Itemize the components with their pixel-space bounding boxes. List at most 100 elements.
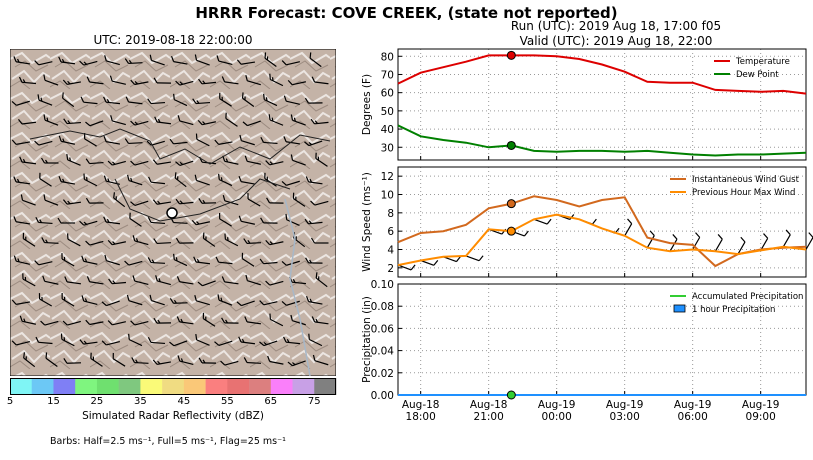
y-tick-label: 0.10 bbox=[371, 279, 394, 291]
wind-barb bbox=[310, 200, 329, 206]
wind-barb bbox=[173, 93, 188, 107]
wind-barb bbox=[265, 160, 284, 166]
wind-barb bbox=[263, 93, 278, 107]
wind-barb bbox=[101, 300, 120, 307]
wind-barb bbox=[245, 75, 261, 86]
wind-barb bbox=[202, 312, 216, 327]
state-border bbox=[114, 178, 291, 222]
legend: Instantaneous Wind Gust Previous Hour Max… bbox=[670, 175, 800, 198]
wind-barb bbox=[692, 232, 701, 250]
wind-barb bbox=[219, 213, 232, 227]
wind-barb bbox=[67, 233, 81, 247]
wind-barb bbox=[669, 234, 678, 252]
wind-barb bbox=[266, 197, 284, 204]
wind-barb bbox=[40, 320, 59, 326]
wind-barb bbox=[58, 175, 76, 185]
wind-barb bbox=[113, 192, 126, 208]
wind-barb bbox=[19, 156, 37, 165]
wind-barb bbox=[214, 139, 233, 145]
run-time: Run (UTC): 2019 Aug 18, 17:00 f05 bbox=[510, 19, 722, 33]
wind-barb bbox=[63, 358, 82, 364]
wind-barb bbox=[11, 299, 31, 305]
wind-barb bbox=[197, 119, 216, 126]
colorbar-tick-label: 5 bbox=[6, 396, 14, 407]
wind-barb bbox=[310, 118, 329, 125]
x-tick-label: Aug-19 bbox=[674, 399, 712, 411]
wind-barb bbox=[292, 192, 306, 207]
wind-barb bbox=[287, 79, 306, 86]
wind-barb bbox=[247, 193, 261, 207]
wind-barb bbox=[22, 273, 36, 287]
legend-entry: Accumulated Precipitation bbox=[692, 292, 803, 302]
colorbar-cell bbox=[118, 378, 141, 395]
wind-barb bbox=[236, 59, 256, 65]
wind-barb bbox=[192, 98, 211, 105]
y-tick-label: 10 bbox=[381, 190, 394, 202]
wind-barb bbox=[101, 340, 120, 346]
wind-barb bbox=[224, 233, 239, 247]
wind-barb bbox=[218, 173, 233, 187]
wind-barb bbox=[198, 78, 217, 85]
wind-barb bbox=[62, 199, 82, 205]
wind-barb bbox=[147, 98, 166, 105]
wind-barb bbox=[11, 139, 31, 145]
wind-barb bbox=[22, 232, 36, 247]
wind-barb bbox=[308, 333, 323, 347]
colorbar-tick-label: 65 bbox=[264, 396, 278, 407]
wind-barb bbox=[244, 155, 261, 165]
wind-barb bbox=[239, 134, 255, 146]
colorbar-tick-label: 55 bbox=[220, 396, 234, 407]
wind-barb bbox=[195, 133, 210, 147]
wind-barb bbox=[304, 97, 323, 104]
wind-barb bbox=[63, 118, 82, 125]
wind-barb bbox=[176, 276, 194, 285]
wind-barb bbox=[107, 160, 126, 166]
wind-barb bbox=[132, 275, 149, 286]
wind-barb bbox=[34, 60, 53, 66]
wind-barb bbox=[147, 336, 166, 345]
x-tick-label: 00:00 bbox=[542, 411, 572, 423]
colorbar-tick-label: 15 bbox=[47, 396, 60, 407]
wind-barb bbox=[281, 300, 300, 306]
current-time-marker bbox=[506, 140, 516, 150]
legend-swatch bbox=[673, 304, 686, 313]
wind-barb bbox=[153, 238, 172, 245]
wind-barb bbox=[241, 92, 255, 108]
wind-barb bbox=[195, 334, 210, 346]
wind-barb bbox=[283, 136, 301, 145]
plot-frame bbox=[397, 166, 807, 278]
wind-barb bbox=[219, 92, 232, 107]
wind-barb bbox=[244, 316, 262, 325]
wind-barb bbox=[197, 280, 216, 287]
wind-barb bbox=[153, 317, 172, 324]
wind-barb bbox=[281, 180, 300, 186]
wind-barb bbox=[465, 255, 484, 262]
legend-entry: 1 hour Precipitation bbox=[692, 305, 775, 315]
wind-barb bbox=[45, 352, 58, 368]
river bbox=[284, 198, 311, 376]
wind-barb bbox=[34, 260, 53, 266]
wind-barb bbox=[62, 92, 75, 108]
wind-barb bbox=[177, 355, 194, 366]
wind-barb bbox=[269, 73, 284, 87]
wind-barb bbox=[147, 257, 166, 264]
wind-barb bbox=[60, 333, 75, 347]
series-line-1 bbox=[397, 54, 807, 95]
colorbar-tick-label: 45 bbox=[177, 396, 191, 407]
wind-barb bbox=[57, 217, 75, 224]
wind-barb bbox=[221, 76, 239, 85]
y-tick-label: 0.06 bbox=[371, 323, 395, 335]
wind-barb bbox=[221, 276, 239, 285]
colorbar-cell bbox=[53, 378, 76, 395]
wind-barb bbox=[220, 360, 239, 366]
legend-entry: Instantaneous Wind Gust bbox=[692, 175, 800, 185]
wind-barb bbox=[86, 276, 104, 285]
wind-barb bbox=[130, 79, 149, 86]
colorbar-cell bbox=[162, 378, 185, 395]
wind-barb bbox=[304, 140, 323, 147]
wind-barb bbox=[64, 276, 82, 285]
x-tick-label: Aug-19 bbox=[606, 399, 644, 411]
x-tick-label: 21:00 bbox=[474, 411, 504, 423]
wind-barb bbox=[107, 239, 126, 246]
wind-barb bbox=[38, 293, 52, 307]
